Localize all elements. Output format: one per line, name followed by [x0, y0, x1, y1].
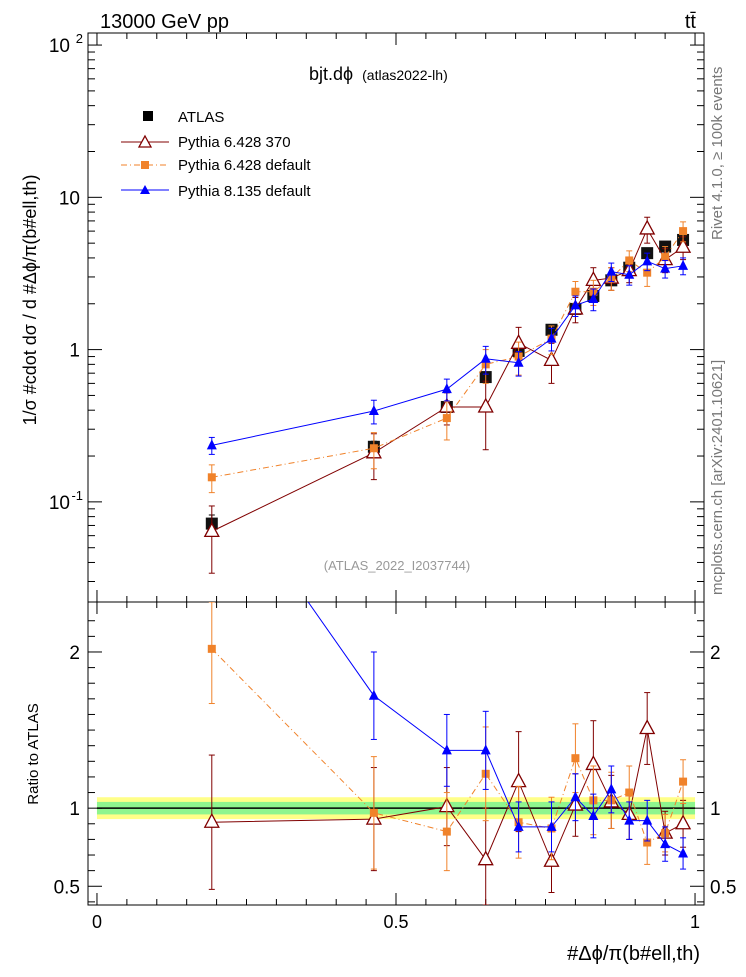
point-py8-default	[570, 299, 581, 310]
point-py6-370	[639, 219, 656, 235]
point-py8-default	[206, 439, 217, 450]
ratio-tick-label-right: 1	[710, 799, 721, 820]
legend-marker-atlas	[143, 111, 153, 121]
y-tick-label: 10	[59, 188, 80, 209]
ratio-point-py6-370	[510, 772, 527, 788]
ratio-tick-label-right: 2	[710, 643, 721, 664]
x-axis-label: #Δϕ/π(b#ell,th)	[567, 943, 700, 965]
ratio-point-py6-default	[571, 754, 580, 763]
ratio-point-py8-default	[513, 820, 524, 831]
ratio-point-py8-default	[606, 783, 617, 794]
ratio-point-py8-default	[570, 791, 581, 802]
point-py6-default	[571, 287, 580, 296]
ratio-point-py8-default	[660, 838, 671, 849]
point-py6-default	[207, 473, 216, 482]
ratio-point-py6-370	[477, 850, 494, 866]
ratio-point-py6-370	[639, 719, 656, 735]
ratio-point-py6-default	[369, 808, 378, 817]
energy-label: 13000 GeV pp	[100, 11, 229, 33]
point-py6-default	[369, 444, 378, 453]
point-py6-default	[679, 227, 688, 236]
point-py8-default	[368, 405, 379, 416]
ratio-point-py8-default	[588, 809, 599, 820]
ratio-point-py8-default	[678, 847, 689, 858]
ratio-tick-label-right: 0.5	[710, 877, 736, 898]
point-py6-370	[477, 397, 494, 413]
legend: ATLAS Pythia 6.428 370 Pythia 6.428 defa…	[121, 109, 311, 200]
ratio-point-py8-default	[624, 814, 635, 825]
y-axis-label: 1/σ #cdot dσ / d #Δϕ/π(b#ell,th)	[20, 175, 40, 426]
legend-label-py6-default: Pythia 6.428 default	[178, 157, 311, 174]
point-py6-370	[543, 350, 560, 366]
ratio-point-py6-default	[679, 777, 688, 786]
ratio-tick-label: 0.5	[54, 877, 80, 898]
ratio-point-py6-default	[207, 644, 216, 653]
ratio-point-py8-default	[546, 820, 557, 831]
chart-subtitle: (atlas2022-lh)	[362, 67, 448, 83]
y-tick-label: 10	[49, 36, 70, 57]
ratio-point-py6-370	[203, 812, 220, 828]
point-py8-default	[606, 265, 617, 276]
y-tick-label-exp: 2	[76, 31, 83, 46]
y-tick-label-exp: -1	[71, 488, 83, 503]
ratio-tick-label: 1	[69, 799, 80, 820]
point-py8-default	[513, 356, 524, 367]
x-tick-label: 0.5	[383, 912, 408, 932]
ratio-point-py6-default	[442, 827, 451, 836]
point-py6-default	[625, 256, 634, 265]
point-py6-370	[203, 522, 220, 538]
marks-layer	[203, 216, 692, 905]
legend-label-py6-370: Pythia 6.428 370	[178, 134, 291, 151]
ratio-axis-label: Ratio to ATLAS	[25, 703, 42, 804]
y-tick-label: 10	[49, 493, 70, 514]
point-py8-default	[624, 268, 635, 279]
process-label: tt̄	[685, 11, 697, 33]
x-tick-label: 0	[92, 912, 102, 932]
point-py8-default	[660, 262, 671, 273]
legend-marker-py6-370	[137, 134, 153, 148]
mcplots-label: mcplots.cern.ch [arXiv:2401.10621]	[709, 360, 726, 595]
x-tick-label: 1	[690, 912, 700, 932]
ratio-point-py8-default	[480, 744, 491, 755]
point-py8-default	[678, 259, 689, 270]
legend-label-py8-default: Pythia 8.135 default	[178, 183, 311, 200]
point-py6-default	[442, 414, 451, 423]
chart-title: bjt.dϕ (atlas2022-lh)	[309, 64, 448, 84]
point-py6-default	[661, 253, 670, 262]
ratio-tick-label: 2	[69, 643, 80, 664]
ratio-point-py6-default	[643, 838, 652, 847]
point-py8-default	[441, 383, 452, 394]
legend-marker-py8-default	[140, 185, 150, 194]
point-py6-370	[674, 237, 692, 253]
point-py6-default	[643, 268, 652, 277]
ratio-point-py6-default	[625, 788, 634, 797]
ratio-point-py6-370	[674, 814, 692, 830]
ratio-group-py6-default	[207, 602, 688, 872]
legend-label-atlas: ATLAS	[178, 109, 224, 126]
ratio-group-py8-default	[307, 602, 689, 870]
point-py8-default	[546, 332, 557, 343]
chart-title-main: bjt.dϕ	[309, 64, 353, 84]
ratio-point-py8-default	[441, 744, 452, 755]
ratio-frame	[87, 601, 705, 906]
analysis-label: (ATLAS_2022_I2037744)	[324, 558, 470, 573]
y-tick-label: 1	[69, 341, 80, 362]
ratio-point-py8-default	[368, 689, 379, 700]
point-py8-default	[480, 352, 491, 363]
point-py8-default	[642, 255, 653, 266]
legend-marker-py6-default	[141, 161, 149, 169]
point-py8-default	[588, 292, 599, 303]
ratio-point-py8-default	[642, 814, 653, 825]
rivet-version-label: Rivet 4.1.0, ≥ 100k events	[709, 67, 726, 240]
